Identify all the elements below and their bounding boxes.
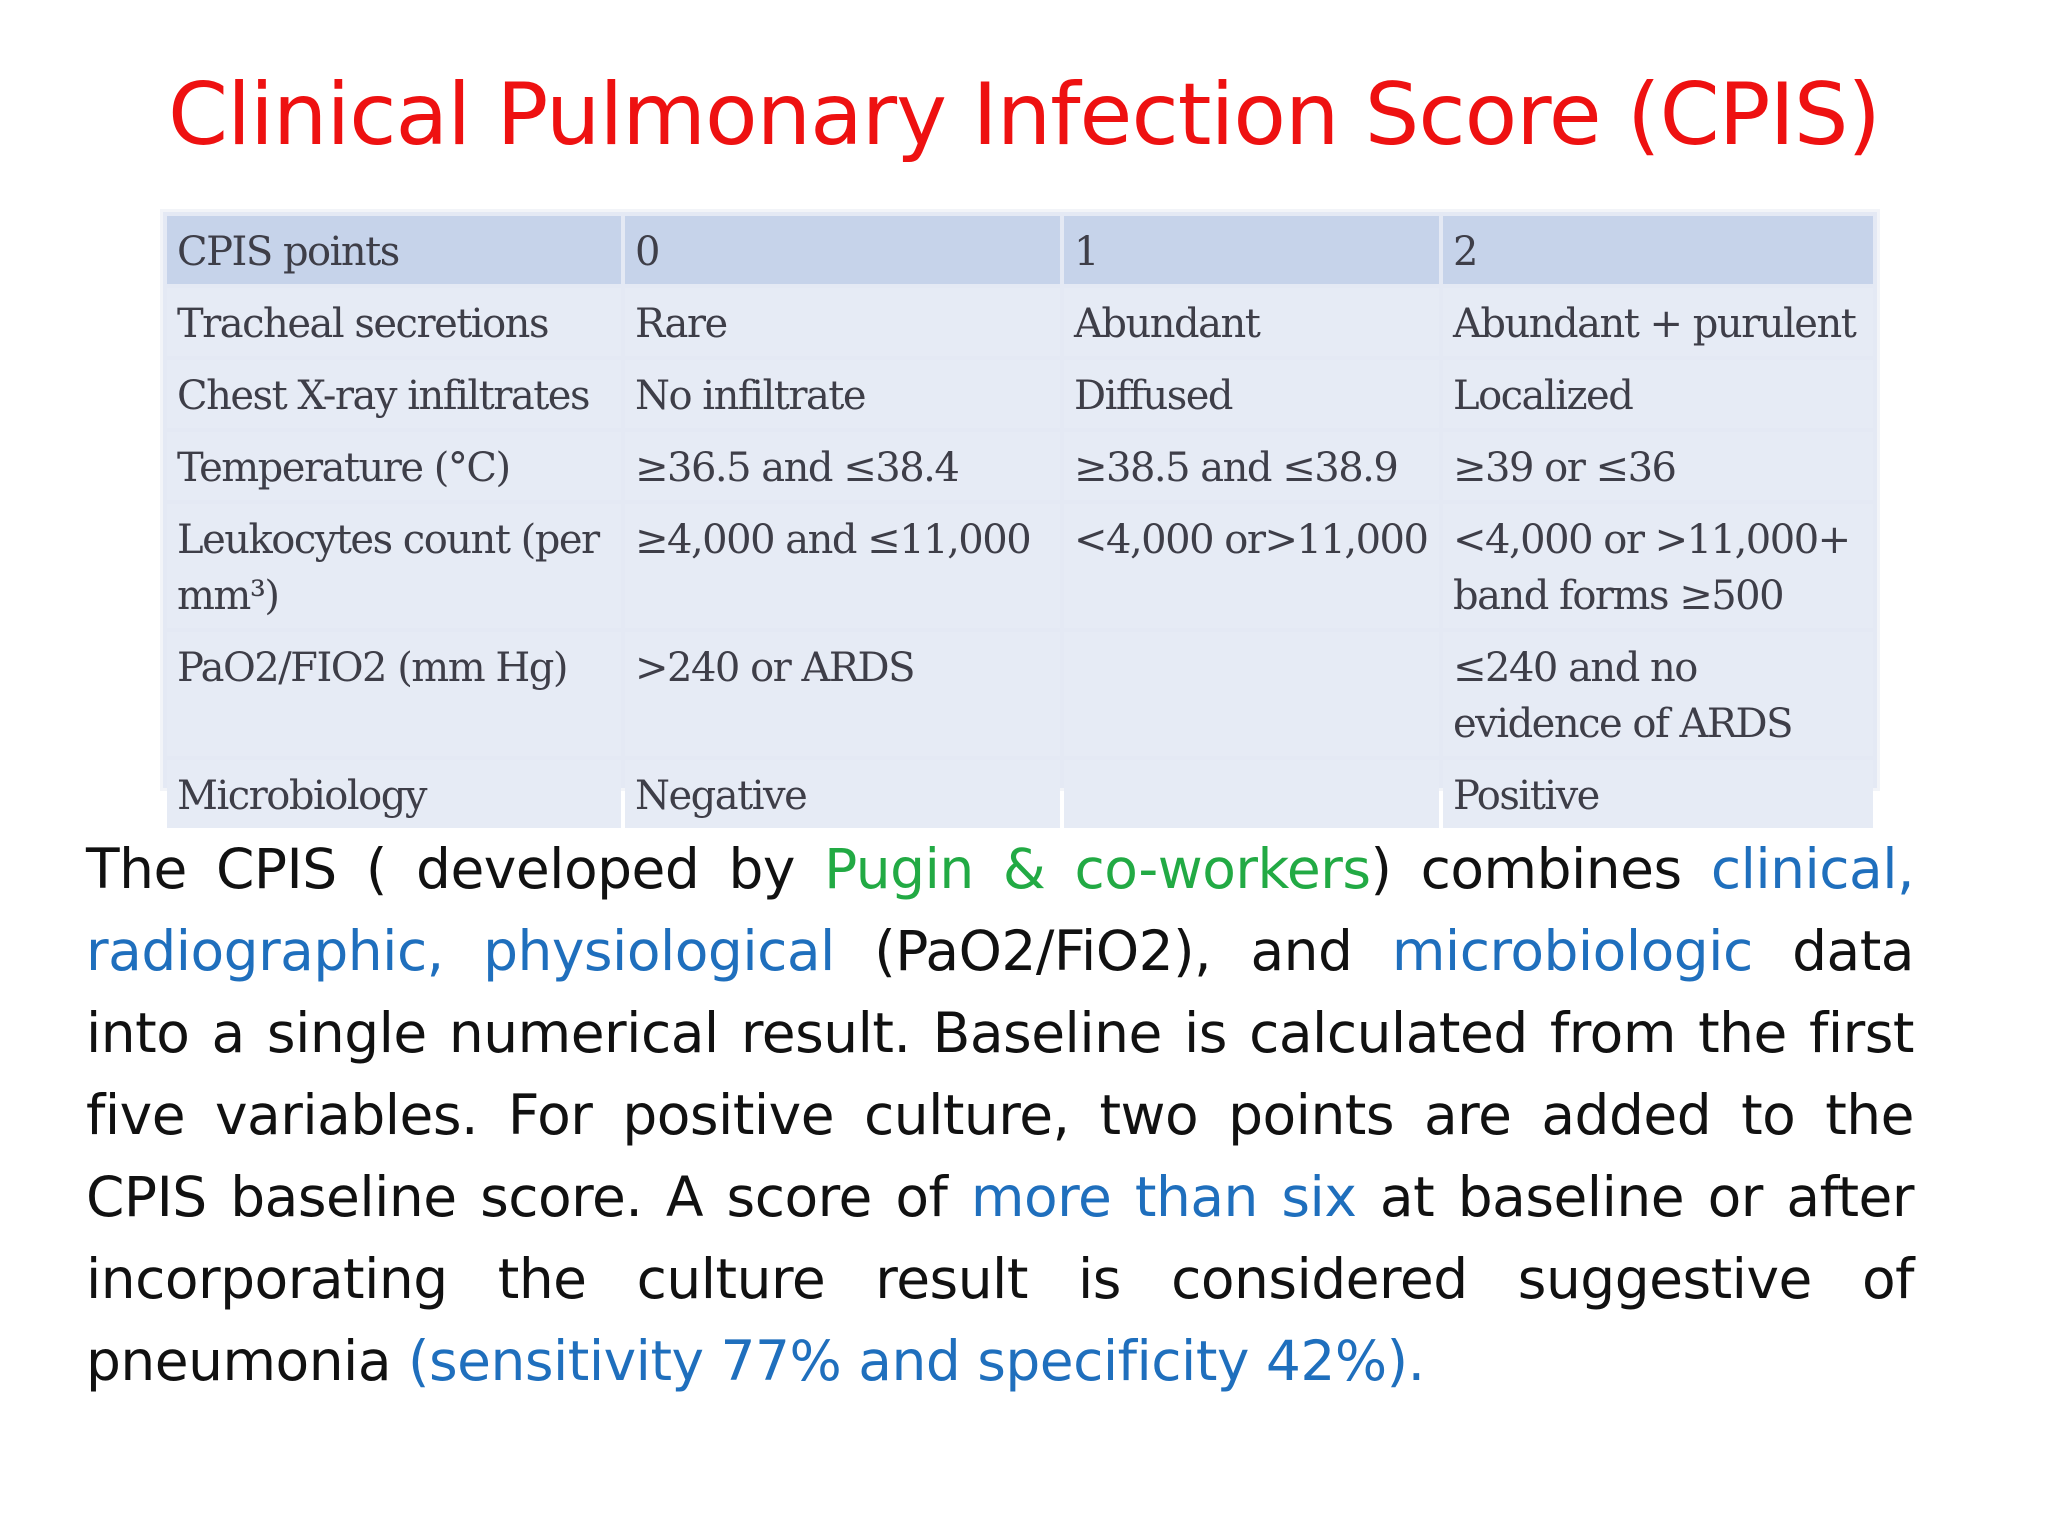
table-cell: Abundant (1064, 288, 1439, 356)
table-cell: Microbiology (167, 760, 621, 828)
table-cell: ≥4,000 and ≤11,000 (625, 504, 1060, 628)
table-row: Tracheal secretions Rare Abundant Abunda… (167, 288, 1873, 356)
table-row: Temperature (°C) ≥36.5 and ≤38.4 ≥38.5 a… (167, 432, 1873, 500)
table-cell: <4,000 or>11,000 (1064, 504, 1439, 628)
header-cell: 2 (1443, 216, 1873, 284)
table-cell: Tracheal secretions (167, 288, 621, 356)
table-cell: PaO2/FIO2 (mm Hg) (167, 632, 621, 756)
table-cell: Diffused (1064, 360, 1439, 428)
table-cell: Positive (1443, 760, 1873, 828)
slide-title: Clinical Pulmonary Infection Score (CPIS… (168, 65, 1881, 165)
table-cell: ≤240 and no evidence of ARDS (1443, 632, 1873, 756)
author-highlight: Pugin & co-workers (824, 837, 1371, 901)
header-cell: CPIS points (167, 216, 621, 284)
table-cell: Leukocytes count (per mm³) (167, 504, 621, 628)
data-types-highlight: clinical, radiographic, physiological (86, 837, 1915, 983)
table-row: PaO2/FIO2 (mm Hg) >240 or ARDS ≤240 and … (167, 632, 1873, 756)
text-run: ) combines (1370, 837, 1711, 901)
table-row: Microbiology Negative Positive (167, 760, 1873, 828)
threshold-highlight: more than six (970, 1165, 1357, 1229)
header-cell: 0 (625, 216, 1060, 284)
table-cell: Localized (1443, 360, 1873, 428)
table-row: Chest X-ray infiltrates No infiltrate Di… (167, 360, 1873, 428)
table-cell: Chest X-ray infiltrates (167, 360, 621, 428)
cpis-table: CPIS points 0 1 2 Tracheal secretions Ra… (163, 212, 1877, 832)
description-paragraph: The CPIS ( developed by Pugin & co-worke… (86, 828, 1915, 1402)
table-header-row: CPIS points 0 1 2 (167, 216, 1873, 284)
table-cell (1064, 760, 1439, 828)
microbiologic-highlight: microbiologic (1391, 919, 1753, 983)
text-run: (PaO2/FiO2), and (834, 919, 1392, 983)
table-cell: ≥36.5 and ≤38.4 (625, 432, 1060, 500)
table-cell: ≥39 or ≤36 (1443, 432, 1873, 500)
table-cell: >240 or ARDS (625, 632, 1060, 756)
cpis-table-image: CPIS points 0 1 2 Tracheal secretions Ra… (160, 209, 1880, 828)
table-cell: No infiltrate (625, 360, 1060, 428)
table-cell: Rare (625, 288, 1060, 356)
table-cell: Temperature (°C) (167, 432, 621, 500)
table-cell (1064, 632, 1439, 756)
table-cell: Abundant + purulent (1443, 288, 1873, 356)
table-row: Leukocytes count (per mm³) ≥4,000 and ≤1… (167, 504, 1873, 628)
table-cell: Negative (625, 760, 1060, 828)
table-cell: <4,000 or >11,000+ band forms ≥500 (1443, 504, 1873, 628)
table-cell: ≥38.5 and ≤38.9 (1064, 432, 1439, 500)
sensitivity-highlight: (sensitivity 77% and specificity 42%). (408, 1329, 1425, 1393)
header-cell: 1 (1064, 216, 1439, 284)
text-run: at baseline or after incorporating the c… (86, 1165, 1915, 1393)
text-run: data into a single numerical result. Bas… (86, 919, 1915, 1229)
text-run: The CPIS ( developed by (86, 837, 825, 901)
